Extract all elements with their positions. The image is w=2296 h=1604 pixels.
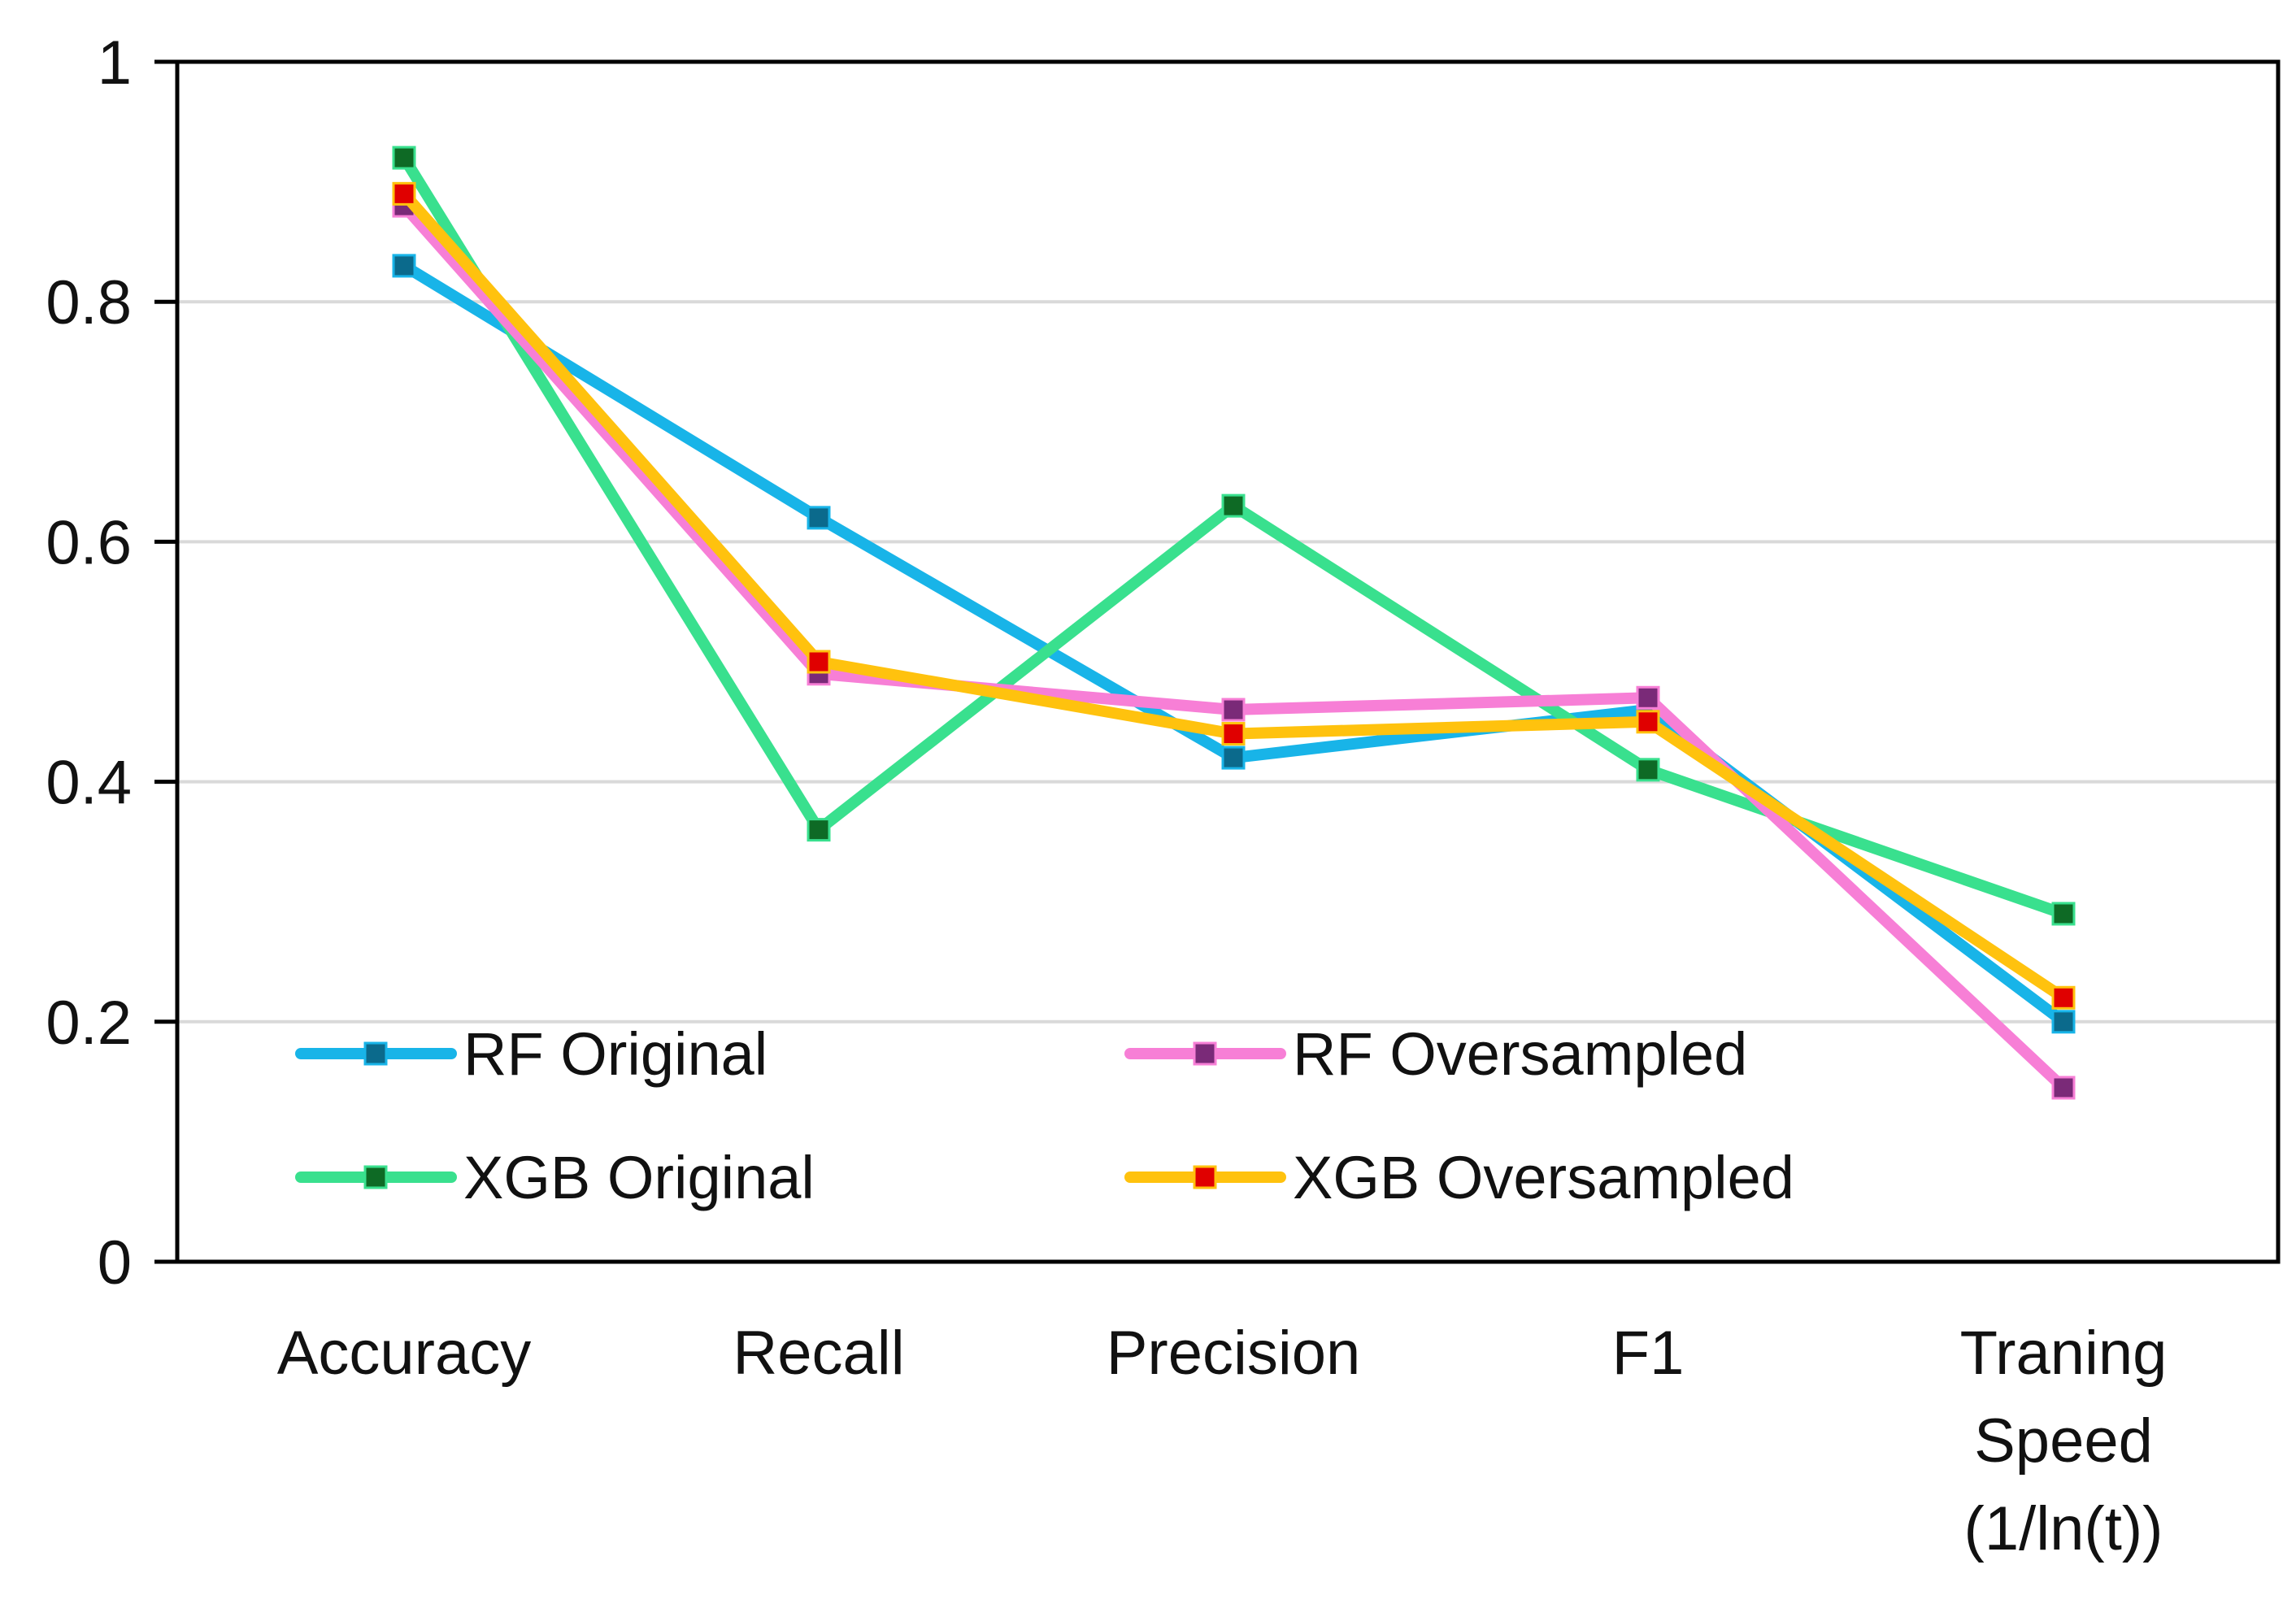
legend-item: XGB Original [295, 1144, 815, 1211]
data-point [2051, 985, 2076, 1010]
data-point [807, 650, 831, 674]
x-category-label-line: Recall [733, 1319, 904, 1388]
plot-frame [175, 59, 2281, 1264]
y-tick-label: 0.2 [46, 989, 132, 1058]
gridlines [177, 300, 2278, 1024]
data-point [2051, 1010, 2076, 1034]
y-tick-label: 0.4 [46, 749, 132, 818]
x-category-label-line: Traning [1960, 1319, 2168, 1388]
data-point [1221, 698, 1246, 722]
axes: 0 0.2 0.4 0.6 0.8 1 Accuracy Recall Precision F1 T… [46, 28, 2281, 1563]
legend: RF Original RF Oversampled XGB Original XGB… [295, 1020, 1794, 1211]
data-point [392, 254, 416, 278]
x-category-label-line: Precision [1107, 1319, 1361, 1388]
legend-swatch-marker [1193, 1041, 1217, 1066]
data-point [1636, 685, 1660, 710]
x-category-label: F1 [1612, 1319, 1685, 1388]
y-tick-label: 0.8 [46, 268, 132, 337]
series-xgb-oversampled [392, 181, 2076, 1010]
x-category-label: Accuracy [277, 1319, 532, 1388]
data-point [1221, 745, 1246, 770]
data-point [1221, 722, 1246, 746]
y-tick-label: 0 [98, 1228, 132, 1298]
legend-label: XGB Oversampled [1293, 1144, 1794, 1211]
x-category-label-line: Speed [1974, 1406, 2153, 1476]
x-category-label-line: Accuracy [277, 1319, 532, 1388]
x-category-label: Recall [733, 1319, 904, 1388]
data-point [807, 818, 831, 842]
legend-swatch-marker [1193, 1165, 1217, 1189]
data-point [807, 506, 831, 530]
legend-item: XGB Oversampled [1124, 1144, 1794, 1211]
data-point [1636, 758, 1660, 782]
data-point [392, 146, 416, 170]
data-point [2051, 902, 2076, 926]
data-point [392, 181, 416, 206]
series-lines [392, 146, 2076, 1100]
legend-item: RF Original [295, 1020, 768, 1088]
legend-label: XGB Original [463, 1144, 815, 1211]
legend-item: RF Oversampled [1124, 1020, 1747, 1088]
y-tick-label: 1 [98, 28, 132, 98]
data-point [2051, 1076, 2076, 1100]
legend-swatch-marker [363, 1165, 388, 1189]
legend-label: RF Original [463, 1020, 768, 1088]
data-point [1636, 710, 1660, 734]
data-point [1221, 493, 1246, 518]
legend-swatch-marker [363, 1041, 388, 1066]
x-category-label: Precision [1107, 1319, 1361, 1388]
legend-label: RF Oversampled [1293, 1020, 1747, 1088]
x-category-label-line: F1 [1612, 1319, 1685, 1388]
y-tick-label: 0.6 [46, 508, 132, 577]
x-category-label-line: (1/ln(t)) [1964, 1494, 2163, 1563]
x-category-label: Traning Speed (1/ln(t)) [1960, 1319, 2168, 1563]
